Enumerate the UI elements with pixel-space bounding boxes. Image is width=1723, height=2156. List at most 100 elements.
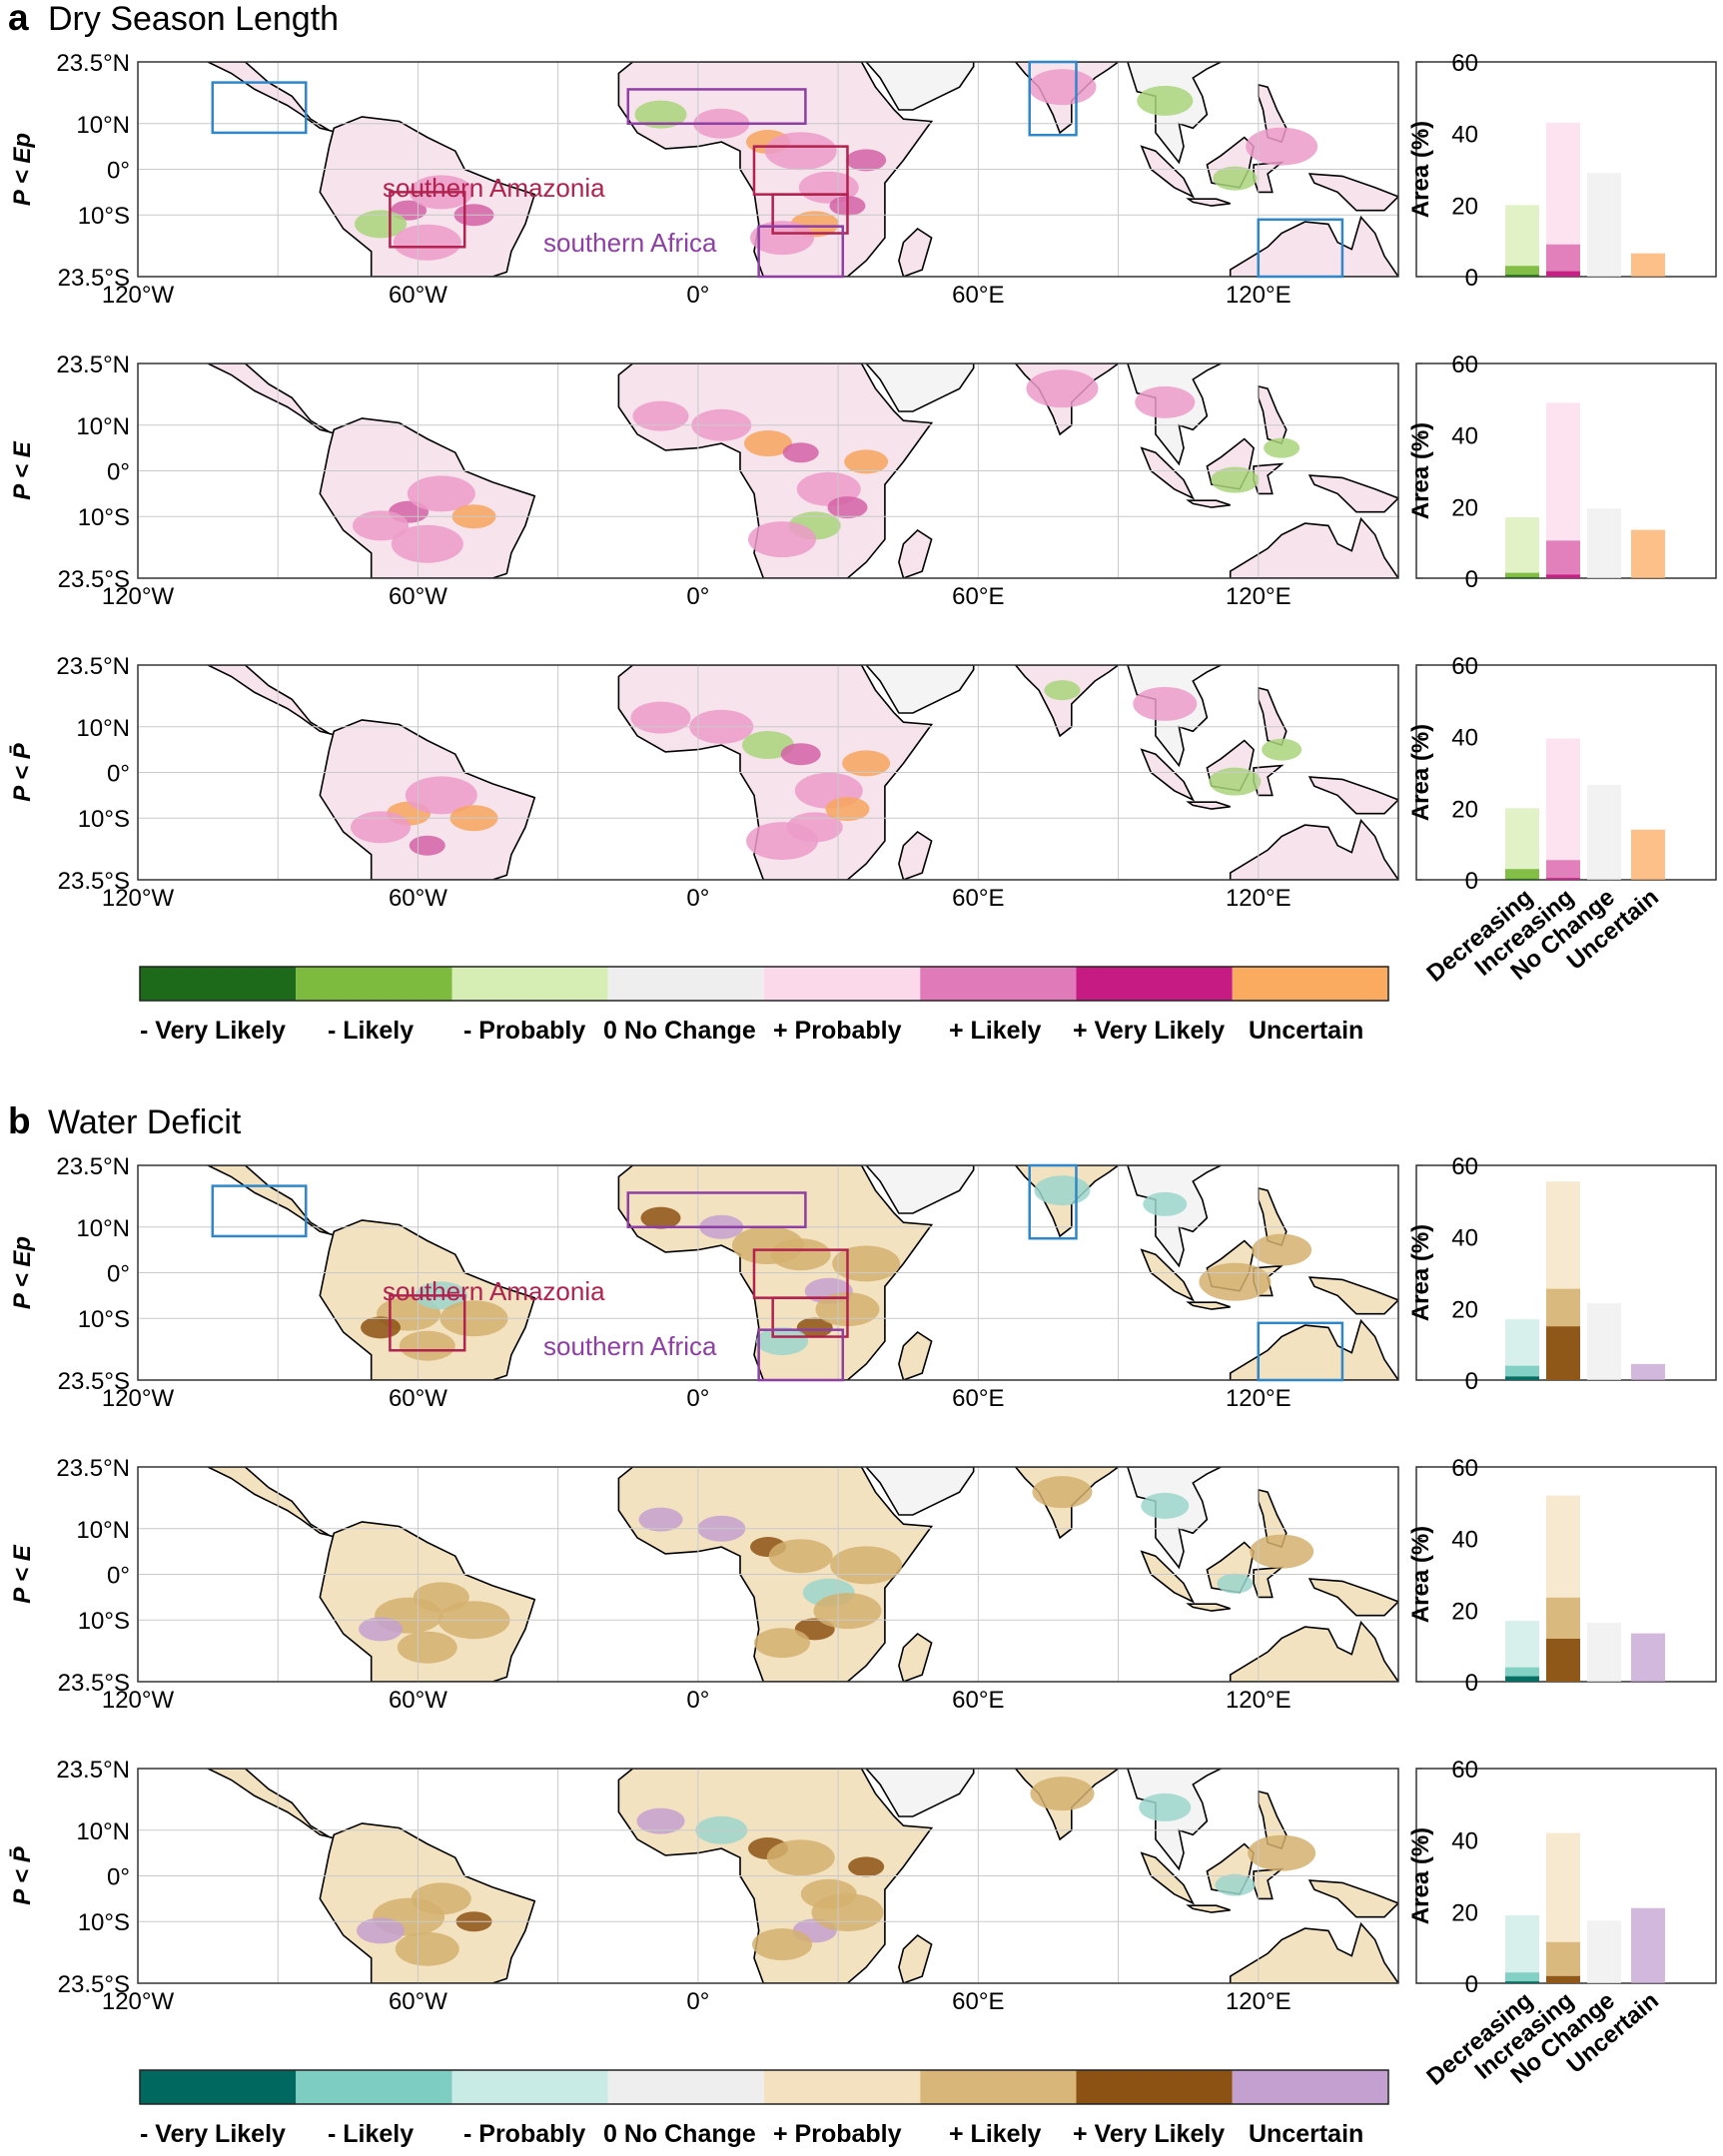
map-patch [395,1931,459,1966]
map-y-tick: 23.5°S [58,1368,130,1395]
map-x-tick: 60°E [952,583,1004,610]
bar-decreasing-very-likely [1505,1676,1539,1682]
colorbar-label: Uncertain [1249,1017,1363,1045]
colorbar-label: Uncertain [1249,2120,1363,2148]
colorbar-label: + Very Likely [1073,1017,1225,1045]
land-madagascar [898,830,933,880]
region-box-north-australia [1257,218,1344,279]
bar-decreasing-probably [1505,517,1539,578]
map-patch [1030,1777,1095,1811]
bar-decreasing-likely [1505,1972,1539,1983]
map-patch [756,1327,809,1356]
map-patch [825,797,870,822]
map-patch [842,750,891,777]
region-box-southern-africa [757,225,845,279]
bar-decreasing-probably [1505,808,1539,880]
map-x-tick: 60°W [389,282,447,309]
land-java [1186,1603,1231,1612]
colorbar-swatch [920,2070,1077,2104]
map-patch [1135,385,1196,418]
bar-y-tick: 0 [1465,1670,1478,1697]
row-label: P < P̄ [9,1845,36,1904]
map-patch [405,776,477,815]
bar-y-axis-label: Area (%) [1407,121,1434,218]
bar-y-tick: 40 [1451,1225,1478,1252]
bar-decreasing-very-likely [1505,1981,1539,1983]
bar-chart: 0 20 40 60 Area (%) [1407,1455,1717,1697]
map-y-tick: 23.5°N [56,1455,130,1482]
bar-decreasing-likely [1505,572,1539,578]
bar-y-tick: 40 [1451,423,1478,450]
bar-decreasing-very-likely [1505,576,1539,578]
map-patch [1141,1492,1190,1519]
colorbar-swatch [451,967,608,1001]
map-patch [1213,166,1258,191]
bar-y-tick: 0 [1465,868,1478,895]
map-patch [1211,466,1260,493]
region-label-southern-amazonia: southern Amazonia [383,173,605,203]
bar-increasing-likely [1546,860,1580,880]
land-centralAmerica [207,1769,340,1840]
panel-letter: a [8,0,29,38]
region-box-sahel [626,1191,807,1229]
map-patch [1246,127,1318,166]
colorbar-swatch [1076,967,1233,1001]
land-australia [1229,1318,1398,1380]
map-patch [359,1617,404,1642]
map-x-tick: 60°E [952,1988,1004,2015]
bar-decreasing-very-likely [1505,878,1539,880]
bar-decreasing-very-likely [1505,275,1539,277]
map-x-tick: 120°E [1226,1385,1292,1412]
colorbar: - Very Likely - Likely - Probably 0 No Chan… [139,2069,1389,2148]
map-y-tick: 0° [107,459,130,486]
land-arabia [865,665,975,714]
map-x-tick: 120°E [1226,583,1292,610]
map-x-tick: 120°E [1226,282,1292,309]
map-y-tick: 10°S [78,1306,130,1333]
region-box-southern-amazonia [389,1294,466,1352]
land-australia [1229,1921,1398,1983]
map-y-tick: 10°N [76,112,130,139]
map-patch [1137,85,1194,116]
bar-y-axis-label: Area (%) [1407,1224,1434,1321]
colorbar-label: + Likely [949,2120,1042,2148]
bar-y-axis-label: Area (%) [1407,724,1434,821]
land-newGuinea [1307,474,1398,513]
map-patch [811,1893,884,1932]
map-x-tick: 60°W [389,583,447,610]
land-newGuinea [1307,1578,1398,1617]
map-patch [634,100,687,129]
map-y-tick: 23.5°S [58,566,130,593]
region-box-congo-south [771,193,849,235]
bar-y-tick: 20 [1451,796,1478,823]
land-madagascar [898,1933,933,1983]
colorbar-label: - Very Likely [140,2120,286,2148]
colorbar-label: + Likely [949,1017,1042,1045]
bar-decreasing-likely [1505,266,1539,277]
colorbar-label: - Likely [328,2120,414,2148]
map-patch [1199,1262,1272,1301]
map-patch [752,1928,813,1961]
map-patch [1032,1476,1093,1509]
region-box-sahel [626,88,807,126]
map-patch [393,224,461,261]
land-layer [207,62,1398,277]
map-y-tick: 23.5°N [56,653,130,680]
map-x-tick: 0° [686,1988,709,2015]
map-patch [827,496,868,519]
map-y-tick: 23.5°S [58,868,130,895]
bar-uncertain-probably [1631,829,1665,880]
land-arabia [865,1467,975,1516]
region-label-southern-africa: southern Africa [543,1331,717,1361]
map-y-tick: 10°S [78,504,130,531]
map-x-tick: 0° [686,1385,709,1412]
land-australia [1229,516,1398,578]
map-y-tick: 10°N [76,715,130,742]
map-y-tick: 10°N [76,1818,130,1845]
bar-y-tick: 0 [1465,1368,1478,1395]
map-patch [630,701,691,734]
map-patch [750,221,815,256]
